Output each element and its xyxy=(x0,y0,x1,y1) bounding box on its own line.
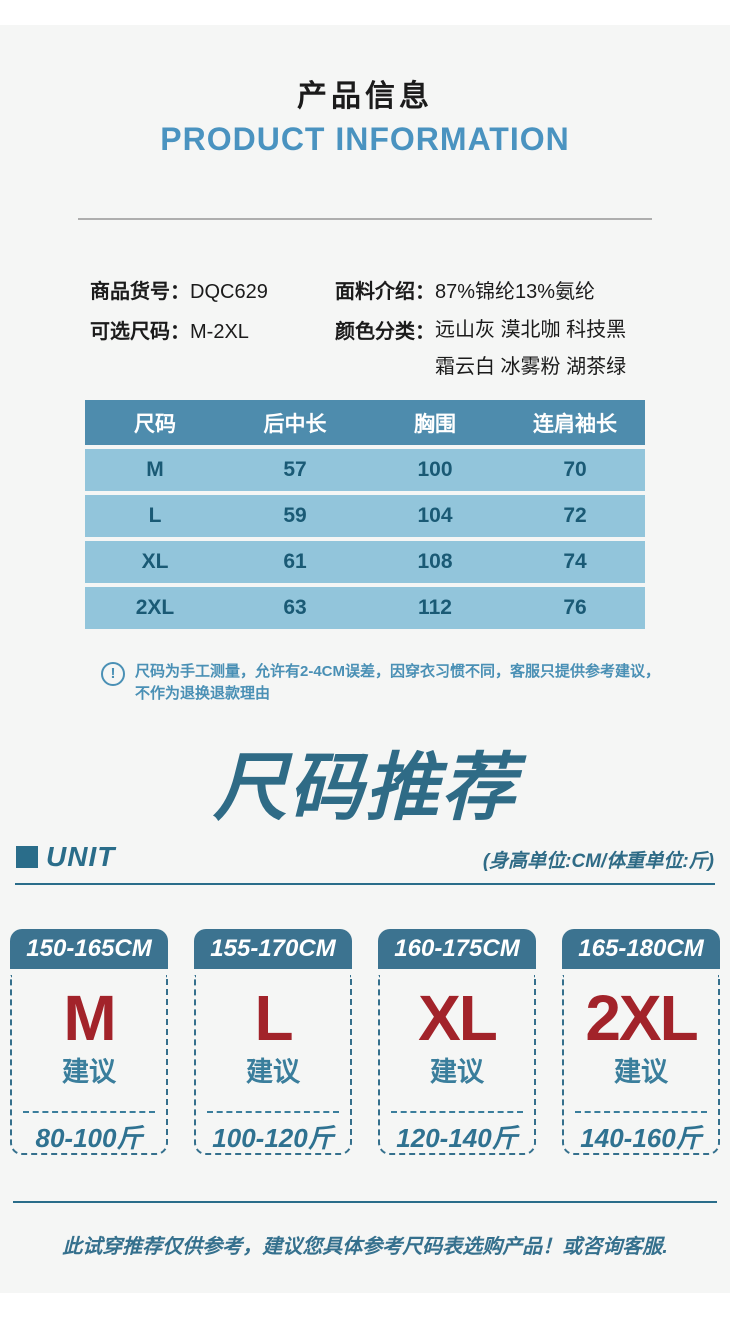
size-chart-table: 尺码 后中长 胸围 连肩袖长 M 57 100 70 L 59 104 72 X… xyxy=(85,400,645,629)
size-chart-row-m: M 57 100 70 xyxy=(85,449,645,491)
unit-divider-line xyxy=(15,883,715,885)
page-title-en: PRODUCT INFORMATION xyxy=(160,121,570,157)
size-chart-header-size: 尺码 xyxy=(134,412,176,436)
fabric-row: 面料介绍： 87%锦纶13%氨纶 xyxy=(335,272,626,312)
height-range-badge: 160-175CM xyxy=(378,929,536,969)
fitting-disclaimer: 此试穿推荐仅供参考，建议您具体参考尺码表选购产品！或咨询客服. xyxy=(62,1236,668,1258)
recommended-size: M xyxy=(63,982,116,1054)
size-card-l: 155-170CM L 建议 100-120斤 xyxy=(194,929,352,1155)
recommended-size: XL xyxy=(418,982,498,1054)
table-cell: 72 xyxy=(563,504,587,527)
fabric-value: 87%锦纶13%氨纶 xyxy=(435,281,596,303)
product-info-block: 商品货号： DQC629 可选尺码： M-2XL 面料介绍： 87%锦纶13%氨… xyxy=(90,272,730,386)
size-recommendation-cards: 150-165CM M 建议 80-100斤 155-170CM L 建议 10… xyxy=(0,929,730,1155)
card-divider xyxy=(575,1111,707,1113)
unit-note: (身高单位:CM/体重单位:斤) xyxy=(482,851,714,872)
card-divider xyxy=(23,1111,155,1113)
size-chart-header-bust: 胸围 xyxy=(414,412,456,436)
recommended-size: L xyxy=(254,982,293,1054)
weight-range: 80-100斤 xyxy=(35,1123,143,1153)
size-card-body: 2XL 建议 140-160斤 xyxy=(562,975,720,1155)
color-options-label: 颜色分类： xyxy=(335,321,435,343)
item-code-label: 商品货号： xyxy=(90,281,190,303)
table-cell: 100 xyxy=(417,458,453,481)
table-cell: 112 xyxy=(418,596,452,619)
product-info-panel: 产品信息 PRODUCT INFORMATION 商品货号： DQC629 可选… xyxy=(0,25,730,1293)
height-range-badge: 155-170CM xyxy=(194,929,352,969)
table-cell: 57 xyxy=(283,458,307,481)
table-cell: 74 xyxy=(563,550,587,573)
recommended-size: 2XL xyxy=(585,982,698,1054)
suggest-label: 建议 xyxy=(62,1057,116,1087)
suggest-label: 建议 xyxy=(614,1057,668,1087)
available-sizes-row: 可选尺码： M-2XL xyxy=(90,312,335,352)
table-cell: XL xyxy=(141,550,169,573)
table-cell: 70 xyxy=(563,458,587,481)
measurement-note-line1: 尺码为手工测量，允许有2-4CM误差，因穿衣习惯不同，客服只提供参考建议， xyxy=(135,663,661,680)
product-info-right-column: 面料介绍： 87%锦纶13%氨纶 颜色分类： 远山灰 漠北咖 科技黑 霜云白 冰… xyxy=(335,272,626,386)
size-card-body: L 建议 100-120斤 xyxy=(194,975,352,1155)
table-cell: 76 xyxy=(563,596,587,619)
unit-header-row: UNIT (身高单位:CM/体重单位:斤) xyxy=(16,841,714,873)
size-card-xl: 160-175CM XL 建议 120-140斤 xyxy=(378,929,536,1155)
size-chart-row-xl: XL 61 108 74 xyxy=(85,541,645,583)
available-sizes-value: M-2XL xyxy=(190,321,249,343)
table-cell: 63 xyxy=(283,596,307,619)
unit-square-marker xyxy=(16,846,38,868)
size-chart-header-sleeve: 连肩袖长 xyxy=(533,412,617,436)
measurement-note-text: 尺码为手工测量，允许有2-4CM误差，因穿衣习惯不同，客服只提供参考建议， 不作… xyxy=(135,661,660,705)
table-cell: L xyxy=(148,504,162,527)
size-chart-row-l: L 59 104 72 xyxy=(85,495,645,537)
exclamation-circle-icon: ! xyxy=(101,662,125,686)
table-cell: 61 xyxy=(283,550,307,573)
unit-heading: UNIT xyxy=(16,841,115,873)
page-title-cn: 产品信息 xyxy=(297,80,433,113)
product-info-left-column: 商品货号： DQC629 可选尺码： M-2XL xyxy=(90,272,335,386)
table-cell: 104 xyxy=(417,504,453,527)
table-cell: 108 xyxy=(417,550,453,573)
color-options-values: 远山灰 漠北咖 科技黑 霜云白 冰雾粉 湖茶绿 xyxy=(435,312,626,386)
table-cell: 59 xyxy=(283,504,307,527)
weight-range: 120-140斤 xyxy=(396,1123,518,1153)
fabric-label: 面料介绍： xyxy=(335,281,435,303)
height-range-badge: 165-180CM xyxy=(562,929,720,969)
size-recommendation-title: 尺码推荐 xyxy=(213,746,517,829)
weight-range: 100-120斤 xyxy=(212,1123,334,1153)
table-cell: M xyxy=(146,458,164,481)
size-card-body: M 建议 80-100斤 xyxy=(10,975,168,1155)
size-chart-row-2xl: 2XL 63 112 76 xyxy=(85,587,645,629)
item-code-value: DQC629 xyxy=(190,281,268,303)
color-options-line1: 远山灰 漠北咖 科技黑 xyxy=(435,319,627,341)
weight-range: 140-160斤 xyxy=(580,1123,702,1153)
bottom-divider-line xyxy=(13,1201,717,1203)
header-divider xyxy=(78,218,652,220)
table-cell: 2XL xyxy=(135,596,175,619)
available-sizes-label: 可选尺码： xyxy=(90,321,190,343)
color-options-row: 颜色分类： 远山灰 漠北咖 科技黑 霜云白 冰雾粉 湖茶绿 xyxy=(335,312,626,386)
suggest-label: 建议 xyxy=(430,1057,484,1087)
card-divider xyxy=(391,1111,523,1113)
size-chart-header-back-length: 后中长 xyxy=(263,412,327,436)
card-divider xyxy=(207,1111,339,1113)
measurement-note: ! 尺码为手工测量，允许有2-4CM误差，因穿衣习惯不同，客服只提供参考建议， … xyxy=(101,661,671,705)
size-card-m: 150-165CM M 建议 80-100斤 xyxy=(10,929,168,1155)
measurement-note-line2: 不作为退换退款理由 xyxy=(135,685,271,702)
unit-label: UNIT xyxy=(46,841,116,872)
size-chart-header-row: 尺码 后中长 胸围 连肩袖长 xyxy=(85,400,645,445)
suggest-label: 建议 xyxy=(246,1057,300,1087)
size-card-2xl: 165-180CM 2XL 建议 140-160斤 xyxy=(562,929,720,1155)
size-card-body: XL 建议 120-140斤 xyxy=(378,975,536,1155)
item-code-row: 商品货号： DQC629 xyxy=(90,272,335,312)
height-range-badge: 150-165CM xyxy=(10,929,168,969)
color-options-line2: 霜云白 冰雾粉 湖茶绿 xyxy=(435,356,627,378)
